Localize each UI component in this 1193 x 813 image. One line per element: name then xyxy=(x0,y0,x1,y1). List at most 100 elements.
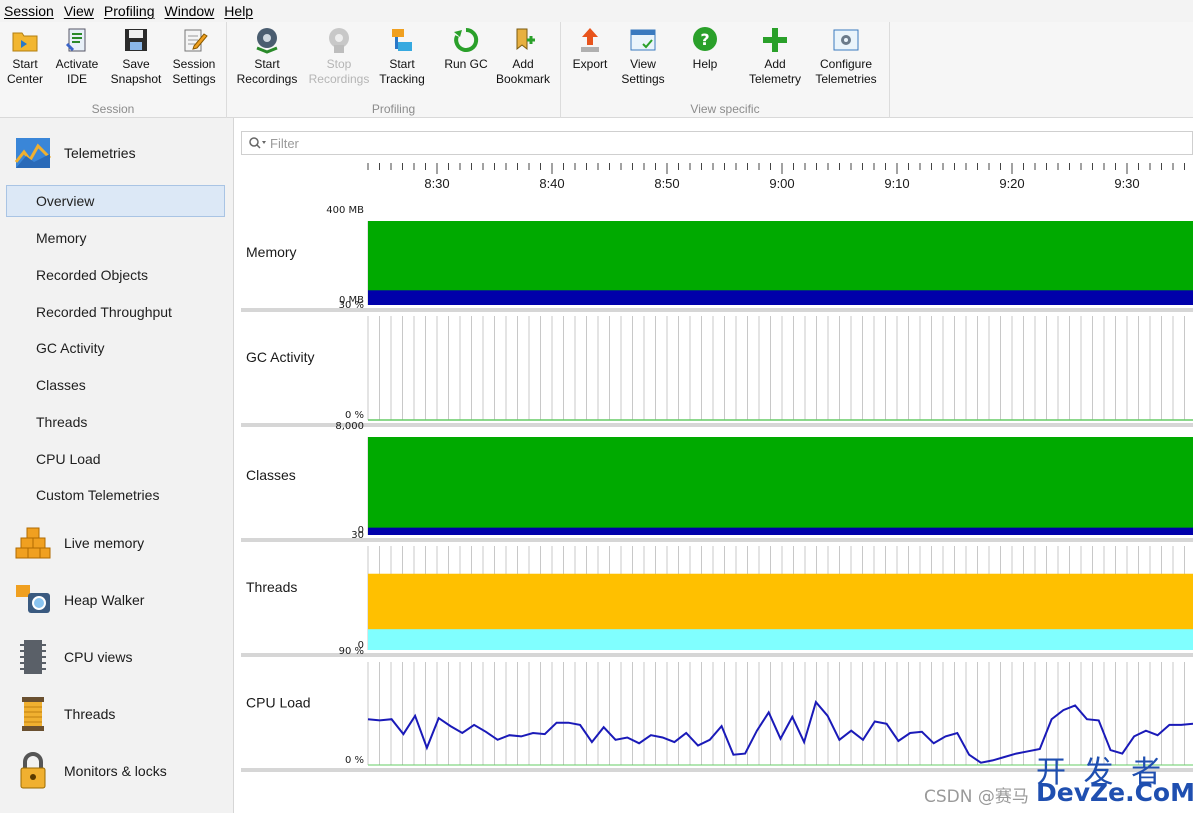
y-max-label: 8,000 xyxy=(335,421,364,432)
menu-view[interactable]: View xyxy=(63,3,94,19)
sidebar-item-threads[interactable]: Threads xyxy=(36,414,88,430)
sidebar-section-threads[interactable]: Threads xyxy=(14,695,115,733)
menu-help[interactable]: Help xyxy=(224,3,254,19)
button-label: Settings xyxy=(172,72,216,86)
sidebar-item-recorded-objects[interactable]: Recorded Objects xyxy=(36,267,149,283)
cubes-icon xyxy=(15,527,51,559)
sidebar-item-classes[interactable]: Classes xyxy=(36,377,86,393)
button-label: Bookmark xyxy=(495,72,551,86)
save-snapshot-button[interactable]: Save Snapshot xyxy=(108,26,164,87)
button-label: Add xyxy=(512,57,534,71)
toolbar: Start Center Activate IDE Save Snapshot Ses… xyxy=(0,22,1193,118)
svg-text:?: ? xyxy=(700,30,709,49)
start-recordings-button[interactable]: Start Recordings xyxy=(235,26,299,87)
thread-spool-icon xyxy=(22,697,44,731)
series-area-0 xyxy=(368,437,1193,535)
time-tick-label: 9:20 xyxy=(999,176,1024,191)
record-gear-icon xyxy=(256,28,278,54)
sidebar-section-cpu-views[interactable]: CPU views xyxy=(14,638,132,676)
help-button[interactable]: ? Help xyxy=(683,26,727,72)
y-max-label: 30 % xyxy=(339,300,364,311)
sidebar-item-cpu-load[interactable]: CPU Load xyxy=(36,451,101,467)
padlock-icon xyxy=(20,752,46,789)
button-label: View xyxy=(630,57,656,71)
time-tick-label: 9:10 xyxy=(884,176,909,191)
panel-title-4: CPU Load xyxy=(246,695,311,711)
devze-brand-watermark-top: 开 发 者 xyxy=(1036,755,1166,790)
add-telemetry-button[interactable]: Add Telemetry xyxy=(745,26,805,87)
button-label: IDE xyxy=(66,72,87,86)
sidebar-item-recorded-throughput[interactable]: Recorded Throughput xyxy=(36,304,172,320)
sidebar-section-label: Telemetries xyxy=(64,145,136,161)
button-label: Add xyxy=(764,57,786,71)
cpu-load-line xyxy=(367,700,1193,764)
telemetries-icon xyxy=(14,138,52,168)
sidebar-section-label: Live memory xyxy=(64,535,145,551)
add-bookmark-button[interactable]: Add Bookmark xyxy=(493,26,553,87)
recycle-icon xyxy=(454,27,479,52)
sidebar-section-monitors-locks[interactable]: Monitors & locks xyxy=(14,752,167,790)
floppy-disk-icon xyxy=(125,29,147,51)
sidebar-item-custom-telemetries[interactable]: Custom Telemetries xyxy=(36,487,160,503)
button-label: Telemetry xyxy=(748,72,801,86)
camera-icon xyxy=(16,585,50,613)
bookmark-icon xyxy=(516,28,535,51)
time-tick-label: 9:00 xyxy=(769,176,794,191)
help-icon: ? xyxy=(693,27,717,51)
time-tick-label: 9:30 xyxy=(1114,176,1139,191)
y-max-label: 90 % xyxy=(339,646,364,657)
session-settings-button[interactable]: Session Settings xyxy=(168,26,220,87)
button-label: Stop xyxy=(326,57,352,71)
menu-profiling[interactable]: Profiling xyxy=(103,3,155,19)
sidebar-section-heap-walker[interactable]: Heap Walker xyxy=(14,581,144,619)
start-center-button[interactable]: Start Center xyxy=(4,26,46,87)
sidebar-section-label: Heap Walker xyxy=(64,592,145,608)
sidebar-section-label: Monitors & locks xyxy=(64,763,167,779)
run-gc-button[interactable]: Run GC xyxy=(441,26,491,72)
button-label: Configure xyxy=(819,57,873,71)
y-min-label: 0 xyxy=(358,525,364,536)
sidebar-section-live-memory[interactable]: Live memory xyxy=(14,524,144,562)
button-label: Center xyxy=(6,72,44,86)
filter-input[interactable] xyxy=(270,135,870,151)
panel-separator xyxy=(241,653,1193,657)
panel-title-1: GC Activity xyxy=(246,349,314,365)
button-label: Export xyxy=(572,57,608,71)
toolbar-group-label: Profiling xyxy=(371,102,416,116)
start-tracking-button[interactable]: Start Tracking xyxy=(377,26,427,87)
configure-telemetries-button[interactable]: Configure Telemetries xyxy=(809,26,883,87)
sidebar-item-gc-activity[interactable]: GC Activity xyxy=(36,340,105,356)
button-label: Snapshot xyxy=(110,72,162,86)
search-icon[interactable] xyxy=(248,136,268,150)
sidebar-section-telemetries[interactable]: Telemetries xyxy=(14,134,136,172)
menu-window[interactable]: Window xyxy=(164,3,215,19)
cpu-chip-icon xyxy=(20,640,46,674)
sidebar-section-label: CPU views xyxy=(64,649,133,665)
menu-session[interactable]: Session xyxy=(4,3,54,19)
time-tick-label: 8:40 xyxy=(539,176,564,191)
configure-gear-icon xyxy=(833,29,859,51)
settings-pencil-icon xyxy=(184,29,208,52)
button-label: Recordings xyxy=(308,72,370,86)
view-settings-button[interactable]: View Settings xyxy=(617,26,669,87)
button-label: Save xyxy=(122,57,150,71)
button-label: Start xyxy=(389,57,415,71)
stop-recordings-button[interactable]: Stop Recordings xyxy=(307,26,371,87)
sidebar-item-memory[interactable]: Memory xyxy=(36,230,87,246)
sidebar-item-overview[interactable]: Overview xyxy=(36,193,95,209)
sidebar-section-label: Threads xyxy=(64,706,116,722)
toolbar-group-view-specific: Export View Settings ? Help Add Telemetry … xyxy=(561,22,890,118)
export-button[interactable]: Export xyxy=(567,26,613,72)
y-min-label: 0 % xyxy=(345,755,364,766)
view-settings-icon xyxy=(630,29,656,51)
panel-title-2: Classes xyxy=(246,467,296,483)
tracking-icon xyxy=(392,29,412,51)
panel-title-0: Memory xyxy=(246,244,297,260)
button-label: Tracking xyxy=(379,72,425,86)
activate-ide-button[interactable]: Activate IDE xyxy=(52,26,102,87)
filter-box xyxy=(241,131,1193,155)
panel-title-3: Threads xyxy=(246,579,297,595)
y-max-label: 30 xyxy=(351,530,364,541)
